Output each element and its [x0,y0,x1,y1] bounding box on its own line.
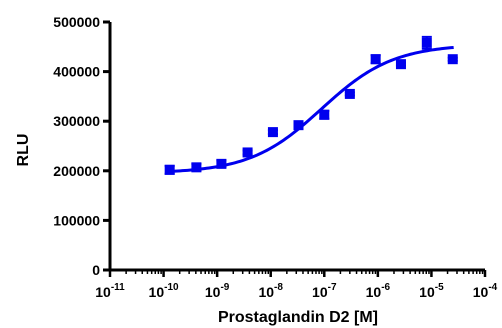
x-tick-label-exponent: -6 [381,282,390,293]
y-tick-label: 300000 [53,113,100,129]
x-tick-label-base: 10 [95,284,111,300]
x-tick-label-exponent: -4 [488,282,497,293]
x-tick-label-exponent: -7 [328,282,337,293]
data-point [447,54,458,65]
x-tick-label-base: 10 [258,284,274,300]
y-tick-label: 100000 [53,212,100,228]
x-tick-label-exponent: -10 [164,282,179,293]
x-axis: 10-11 10-10 10-9 10-8 10-7 10-6 10-5 10-4 [95,268,498,300]
x-tick-label-exponent: -8 [274,282,283,293]
x-tick-label: 10-4 [473,282,498,300]
data-point [216,158,227,169]
x-tick-label-exponent: -11 [111,282,125,293]
x-tick-label-base: 10 [419,284,435,300]
data-point [293,120,304,131]
data-point [267,127,278,138]
data-point [395,59,406,70]
plot-area [164,35,458,175]
x-tick-label-base: 10 [312,284,328,300]
x-tick-label: 10-8 [258,282,283,300]
x-tick-label: 10-9 [205,282,230,300]
data-point [370,54,381,65]
x-tick-label: 10-7 [312,282,337,300]
x-tick-label-exponent: -5 [435,282,444,293]
data-point [344,88,355,99]
x-tick-label-exponent: -9 [220,282,229,293]
x-tick-label-base: 10 [205,284,221,300]
x-tick-label-base: 10 [473,284,489,300]
data-point [164,164,175,175]
data-point [319,109,330,120]
y-tick-label: 200000 [53,163,100,179]
y-axis: 0 100000 200000 300000 400000 500000 [53,14,112,278]
x-tick-label: 10-6 [366,282,391,300]
y-tick-label: 0 [92,262,100,278]
x-tick-label: 10-5 [419,282,444,300]
fit-curve [165,45,454,174]
data-point [191,162,202,173]
x-tick-label: 10-10 [149,282,179,300]
x-axis-title: Prostaglandin D2 [M] [218,309,378,326]
x-tick-label-base: 10 [149,284,165,300]
x-tick-label: 10-11 [95,282,125,300]
data-point [421,37,432,48]
y-axis-title: RLU [15,134,32,167]
x-tick-label-base: 10 [366,284,382,300]
data-point [242,147,253,158]
y-tick-label: 400000 [53,64,100,80]
y-tick-label: 500000 [53,14,100,30]
